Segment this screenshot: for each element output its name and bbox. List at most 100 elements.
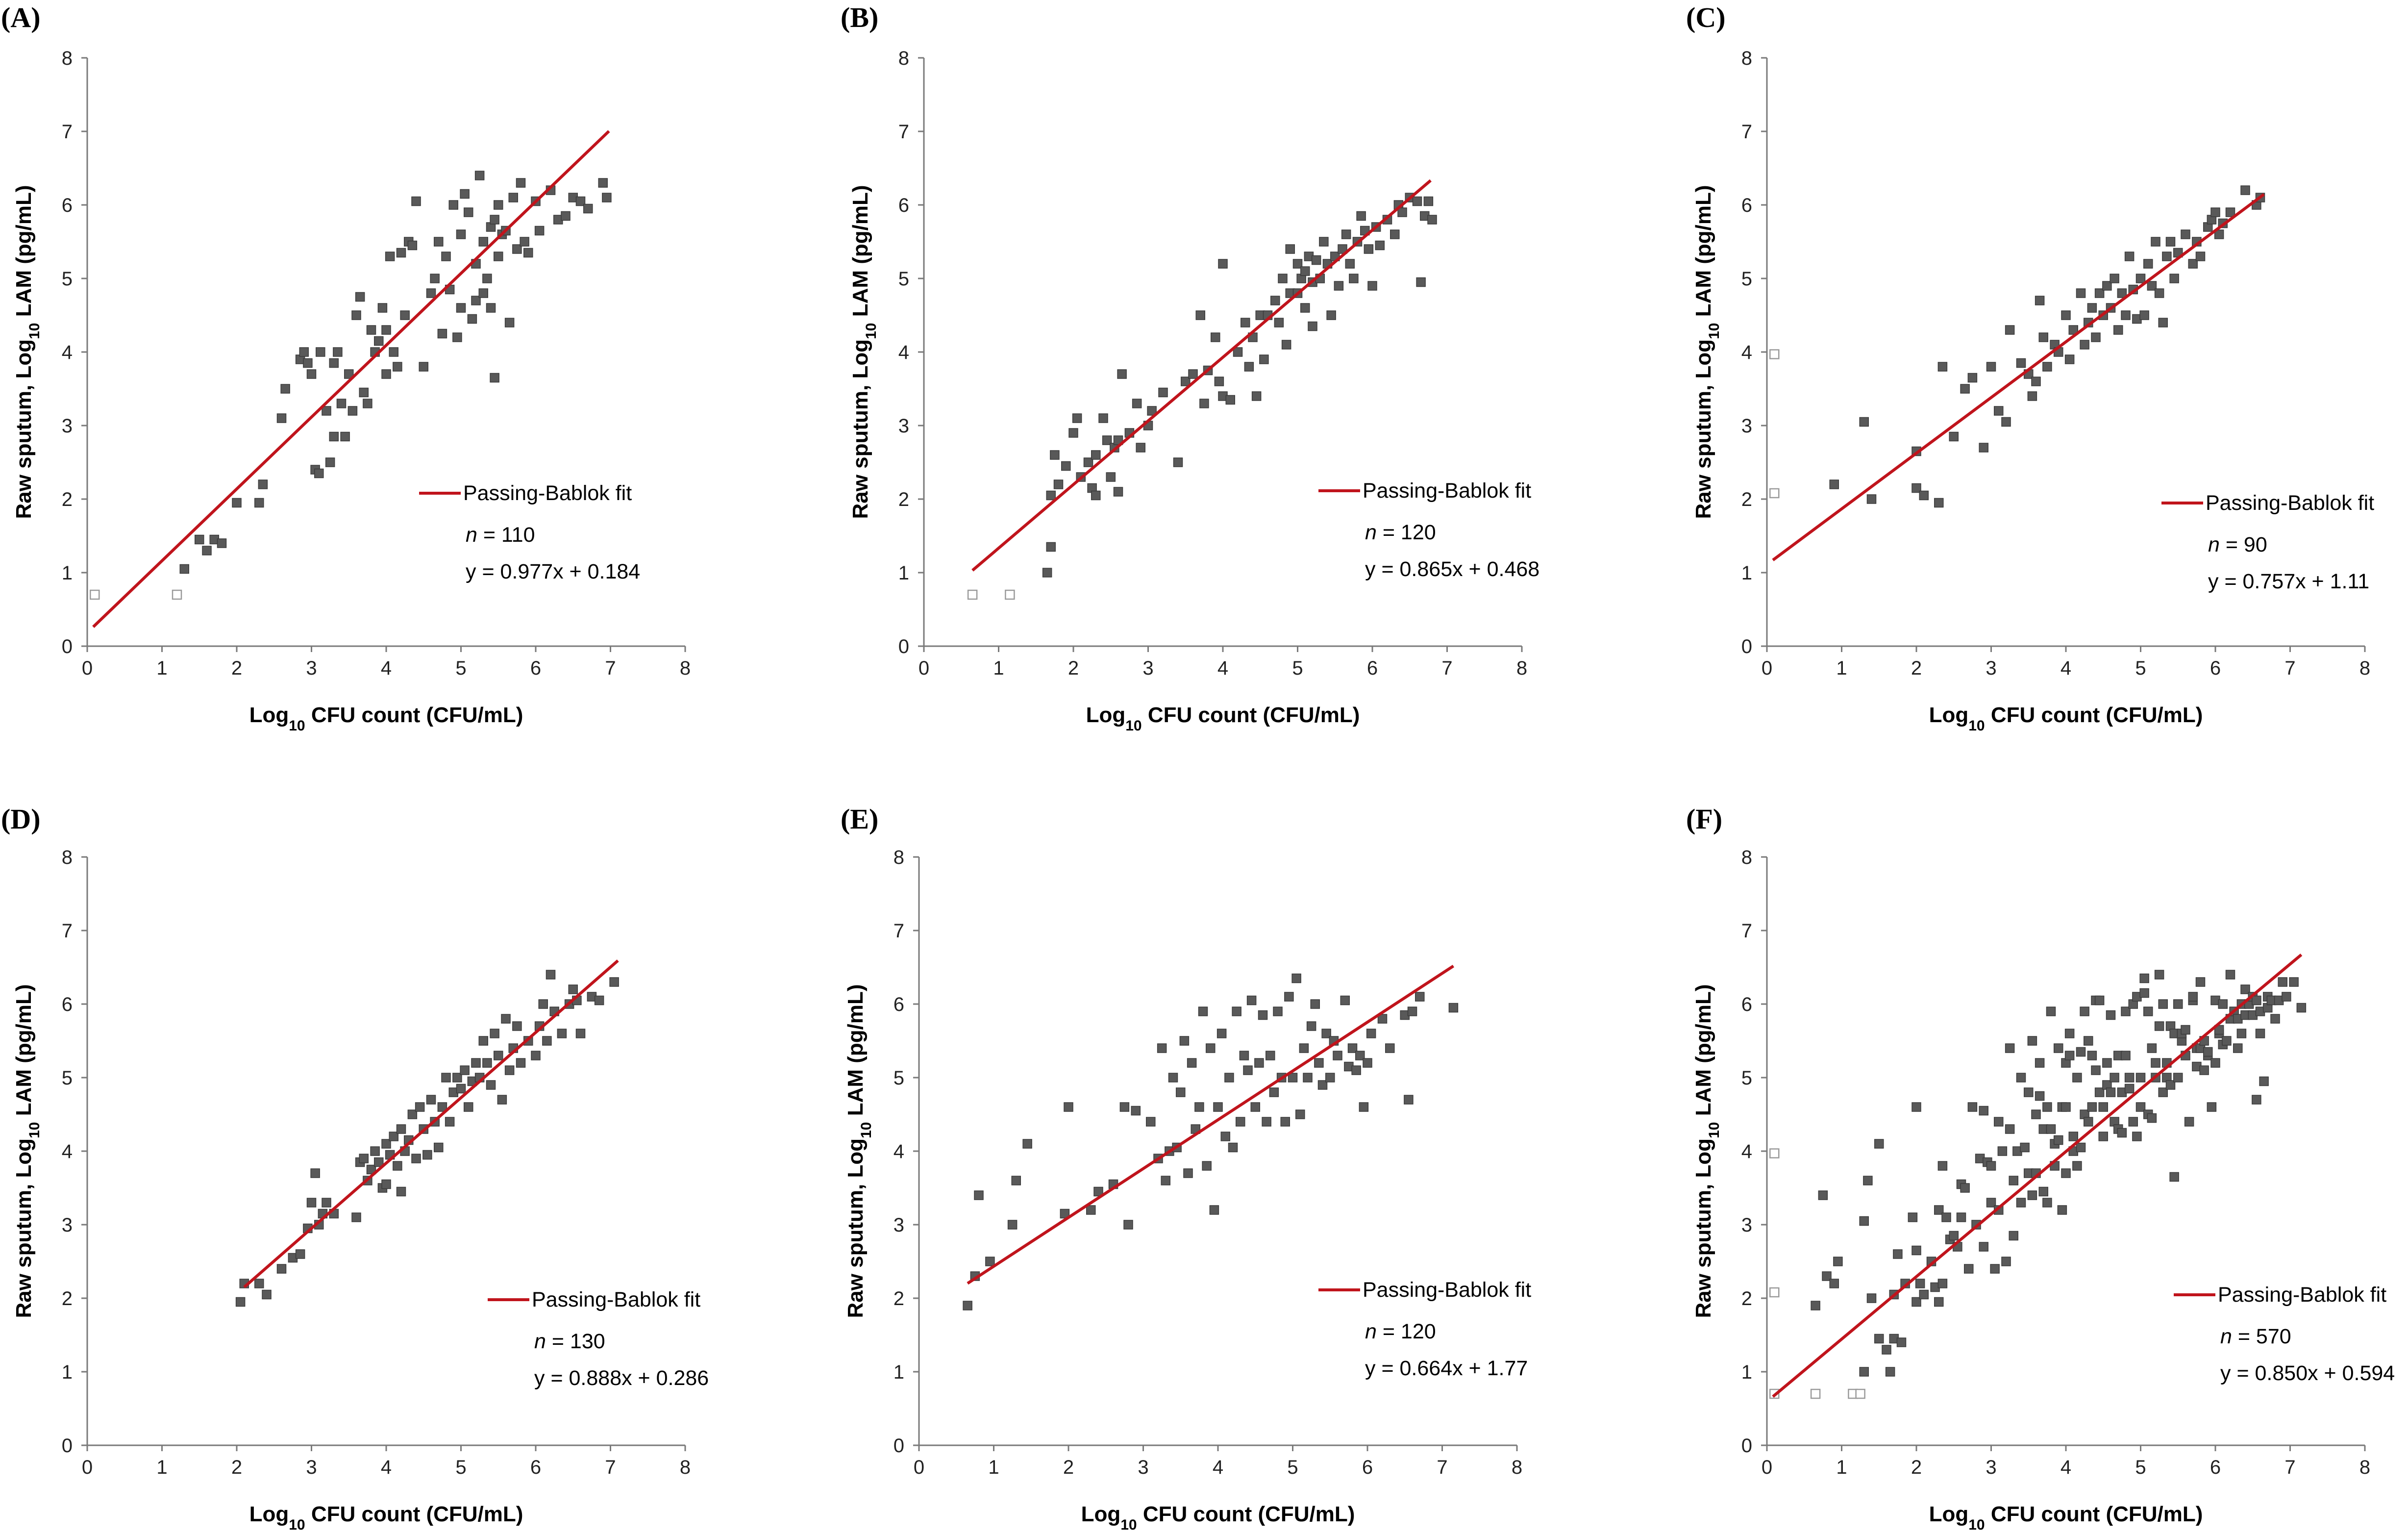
data-point xyxy=(1233,347,1243,357)
y-tick-label: 8 xyxy=(62,847,73,868)
data-point xyxy=(2054,1135,2063,1145)
data-point xyxy=(583,203,593,214)
data-point xyxy=(2278,977,2287,987)
data-point xyxy=(1300,303,1310,313)
x-tick-label: 5 xyxy=(455,657,466,679)
fit-equation: y = 0.757x + 1.11 xyxy=(2208,570,2369,593)
panel-e: (E) 0 1 2 3 4 5 6 7 8 0 1 2 3 4 5 6 7 8 Log10 CFU count (CF… xyxy=(841,803,1531,1533)
data-point xyxy=(2042,362,2052,372)
data-point xyxy=(1300,266,1310,276)
data-point xyxy=(316,347,325,357)
y-tick-label: 3 xyxy=(1741,415,1752,437)
data-point xyxy=(1306,1021,1316,1031)
data-point xyxy=(2046,1007,2056,1016)
data-point xyxy=(303,358,313,368)
data-point xyxy=(1119,1102,1130,1112)
data-point xyxy=(276,413,287,423)
data-point xyxy=(1224,1073,1234,1083)
y-tick-label: 8 xyxy=(62,48,73,69)
data-point xyxy=(2110,274,2119,283)
data-point xyxy=(1912,483,1921,493)
data-point xyxy=(1117,369,1127,379)
x-tick-label: 4 xyxy=(2060,657,2071,679)
legend-label: Passing-Bablok fit xyxy=(463,481,632,505)
data-point xyxy=(2240,984,2250,994)
data-point xyxy=(2084,1036,2093,1046)
data-point xyxy=(1123,1220,1133,1230)
data-point xyxy=(1818,1190,1828,1200)
data-point xyxy=(1213,1102,1223,1112)
data-point xyxy=(1979,443,1988,453)
data-point xyxy=(2076,1142,2086,1153)
data-point xyxy=(1404,1095,1414,1105)
data-point xyxy=(1258,1010,1268,1020)
data-point xyxy=(2117,288,2127,298)
x-tick-label: 0 xyxy=(1762,657,1772,679)
data-point xyxy=(2064,354,2075,364)
data-point xyxy=(464,1102,473,1112)
data-point xyxy=(310,1168,320,1178)
data-point xyxy=(1859,417,1869,427)
data-point xyxy=(2121,1051,2131,1060)
data-point xyxy=(2225,970,2235,980)
data-point xyxy=(1214,377,1224,386)
y-tick-label: 4 xyxy=(898,342,909,363)
data-point xyxy=(389,1132,398,1141)
data-point xyxy=(2064,1051,2075,1060)
x-tick-label: 4 xyxy=(2060,1457,2071,1478)
x-tick-label: 5 xyxy=(1292,657,1303,679)
data-point xyxy=(1147,406,1157,416)
data-point xyxy=(512,1021,522,1031)
data-point xyxy=(2154,1021,2164,1031)
data-point xyxy=(478,288,488,298)
data-point xyxy=(1363,1058,1372,1068)
x-tick-label: 8 xyxy=(680,1457,691,1478)
data-point xyxy=(2207,1102,2217,1112)
y-tick-label: 1 xyxy=(1741,562,1752,584)
data-point xyxy=(2143,1007,2153,1016)
data-point xyxy=(2165,1080,2176,1090)
data-point xyxy=(1859,1367,1869,1377)
data-point xyxy=(452,332,462,342)
data-point xyxy=(396,1124,406,1134)
data-point xyxy=(1811,1301,1820,1310)
data-point xyxy=(1390,229,1400,239)
data-point xyxy=(1934,1205,1944,1215)
y-axis-title: Raw sputum, Log10 LAM (pg/mL) xyxy=(848,185,879,519)
data-point xyxy=(2076,1047,2086,1057)
data-point xyxy=(1106,472,1116,482)
data-point xyxy=(2169,274,2179,283)
data-point xyxy=(486,303,496,313)
data-point xyxy=(2233,1043,2243,1053)
data-point xyxy=(1246,995,1257,1006)
data-point xyxy=(1341,229,1351,239)
data-point xyxy=(2296,1003,2307,1013)
data-point xyxy=(471,296,481,305)
x-tick-label: 7 xyxy=(2284,1457,2295,1478)
data-point xyxy=(478,237,488,247)
data-point xyxy=(1375,240,1385,251)
data-point xyxy=(452,1073,462,1083)
panel-label: (B) xyxy=(841,1,878,33)
y-tick-label: 0 xyxy=(898,636,909,657)
data-point xyxy=(1262,1117,1271,1127)
data-point xyxy=(254,1279,264,1288)
data-point xyxy=(1912,1245,1921,1256)
data-point xyxy=(1284,992,1294,1002)
data-point xyxy=(1202,1161,1212,1171)
data-point xyxy=(2076,288,2086,298)
y-tick-label: 2 xyxy=(1741,1288,1752,1309)
data-point xyxy=(1194,1102,1204,1112)
open-data-point xyxy=(90,589,100,600)
data-point xyxy=(1311,255,1321,265)
data-point xyxy=(340,431,350,442)
data-point xyxy=(2035,296,2045,305)
y-tick-label: 4 xyxy=(62,342,73,363)
y-tick-label: 7 xyxy=(894,920,904,942)
x-tick-label: 2 xyxy=(1911,657,1922,679)
x-axis-title: Log10 CFU count (CFU/mL) xyxy=(1929,703,2203,734)
data-point xyxy=(1986,1198,1996,1208)
data-point xyxy=(393,1161,402,1171)
data-point xyxy=(1997,1146,2008,1156)
